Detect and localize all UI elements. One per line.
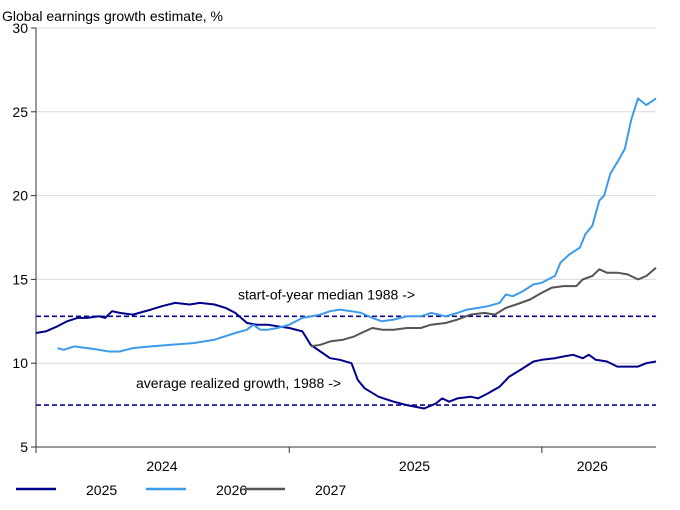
x-tick-label: 2024: [146, 458, 177, 474]
series-line-2025: [35, 301, 657, 410]
x-tick-labels: 2024 2025 2026: [146, 458, 608, 474]
axes: [31, 27, 656, 453]
chart-title: Global earnings growth estimate, %: [2, 8, 223, 24]
y-tick-label: 30: [12, 20, 28, 36]
reference-line-label: start-of-year median 1988 ->: [238, 286, 415, 302]
x-tick-label: 2025: [399, 458, 430, 474]
series-line-2027: [310, 266, 657, 348]
x-tick-label: 2026: [577, 458, 608, 474]
y-tick-label: 20: [12, 188, 28, 204]
reference-lines: start-of-year median 1988 -> average real…: [36, 286, 656, 406]
reference-line-label: average realized growth, 1988 ->: [136, 375, 341, 391]
series-lines: [35, 97, 657, 410]
y-tick-label: 25: [12, 104, 28, 120]
series-line-2026: [57, 97, 657, 353]
grid: [36, 27, 656, 364]
legend-label: 2026: [216, 482, 247, 498]
legend-label: 2027: [315, 482, 346, 498]
y-tick-label: 10: [12, 355, 28, 371]
y-tick-label: 15: [12, 271, 28, 287]
y-tick-labels: 5 10 15 20 25 30: [12, 20, 28, 455]
legend-label: 2025: [86, 482, 117, 498]
legend: 2025 2026 2027: [16, 482, 346, 498]
y-tick-label: 5: [20, 439, 28, 455]
